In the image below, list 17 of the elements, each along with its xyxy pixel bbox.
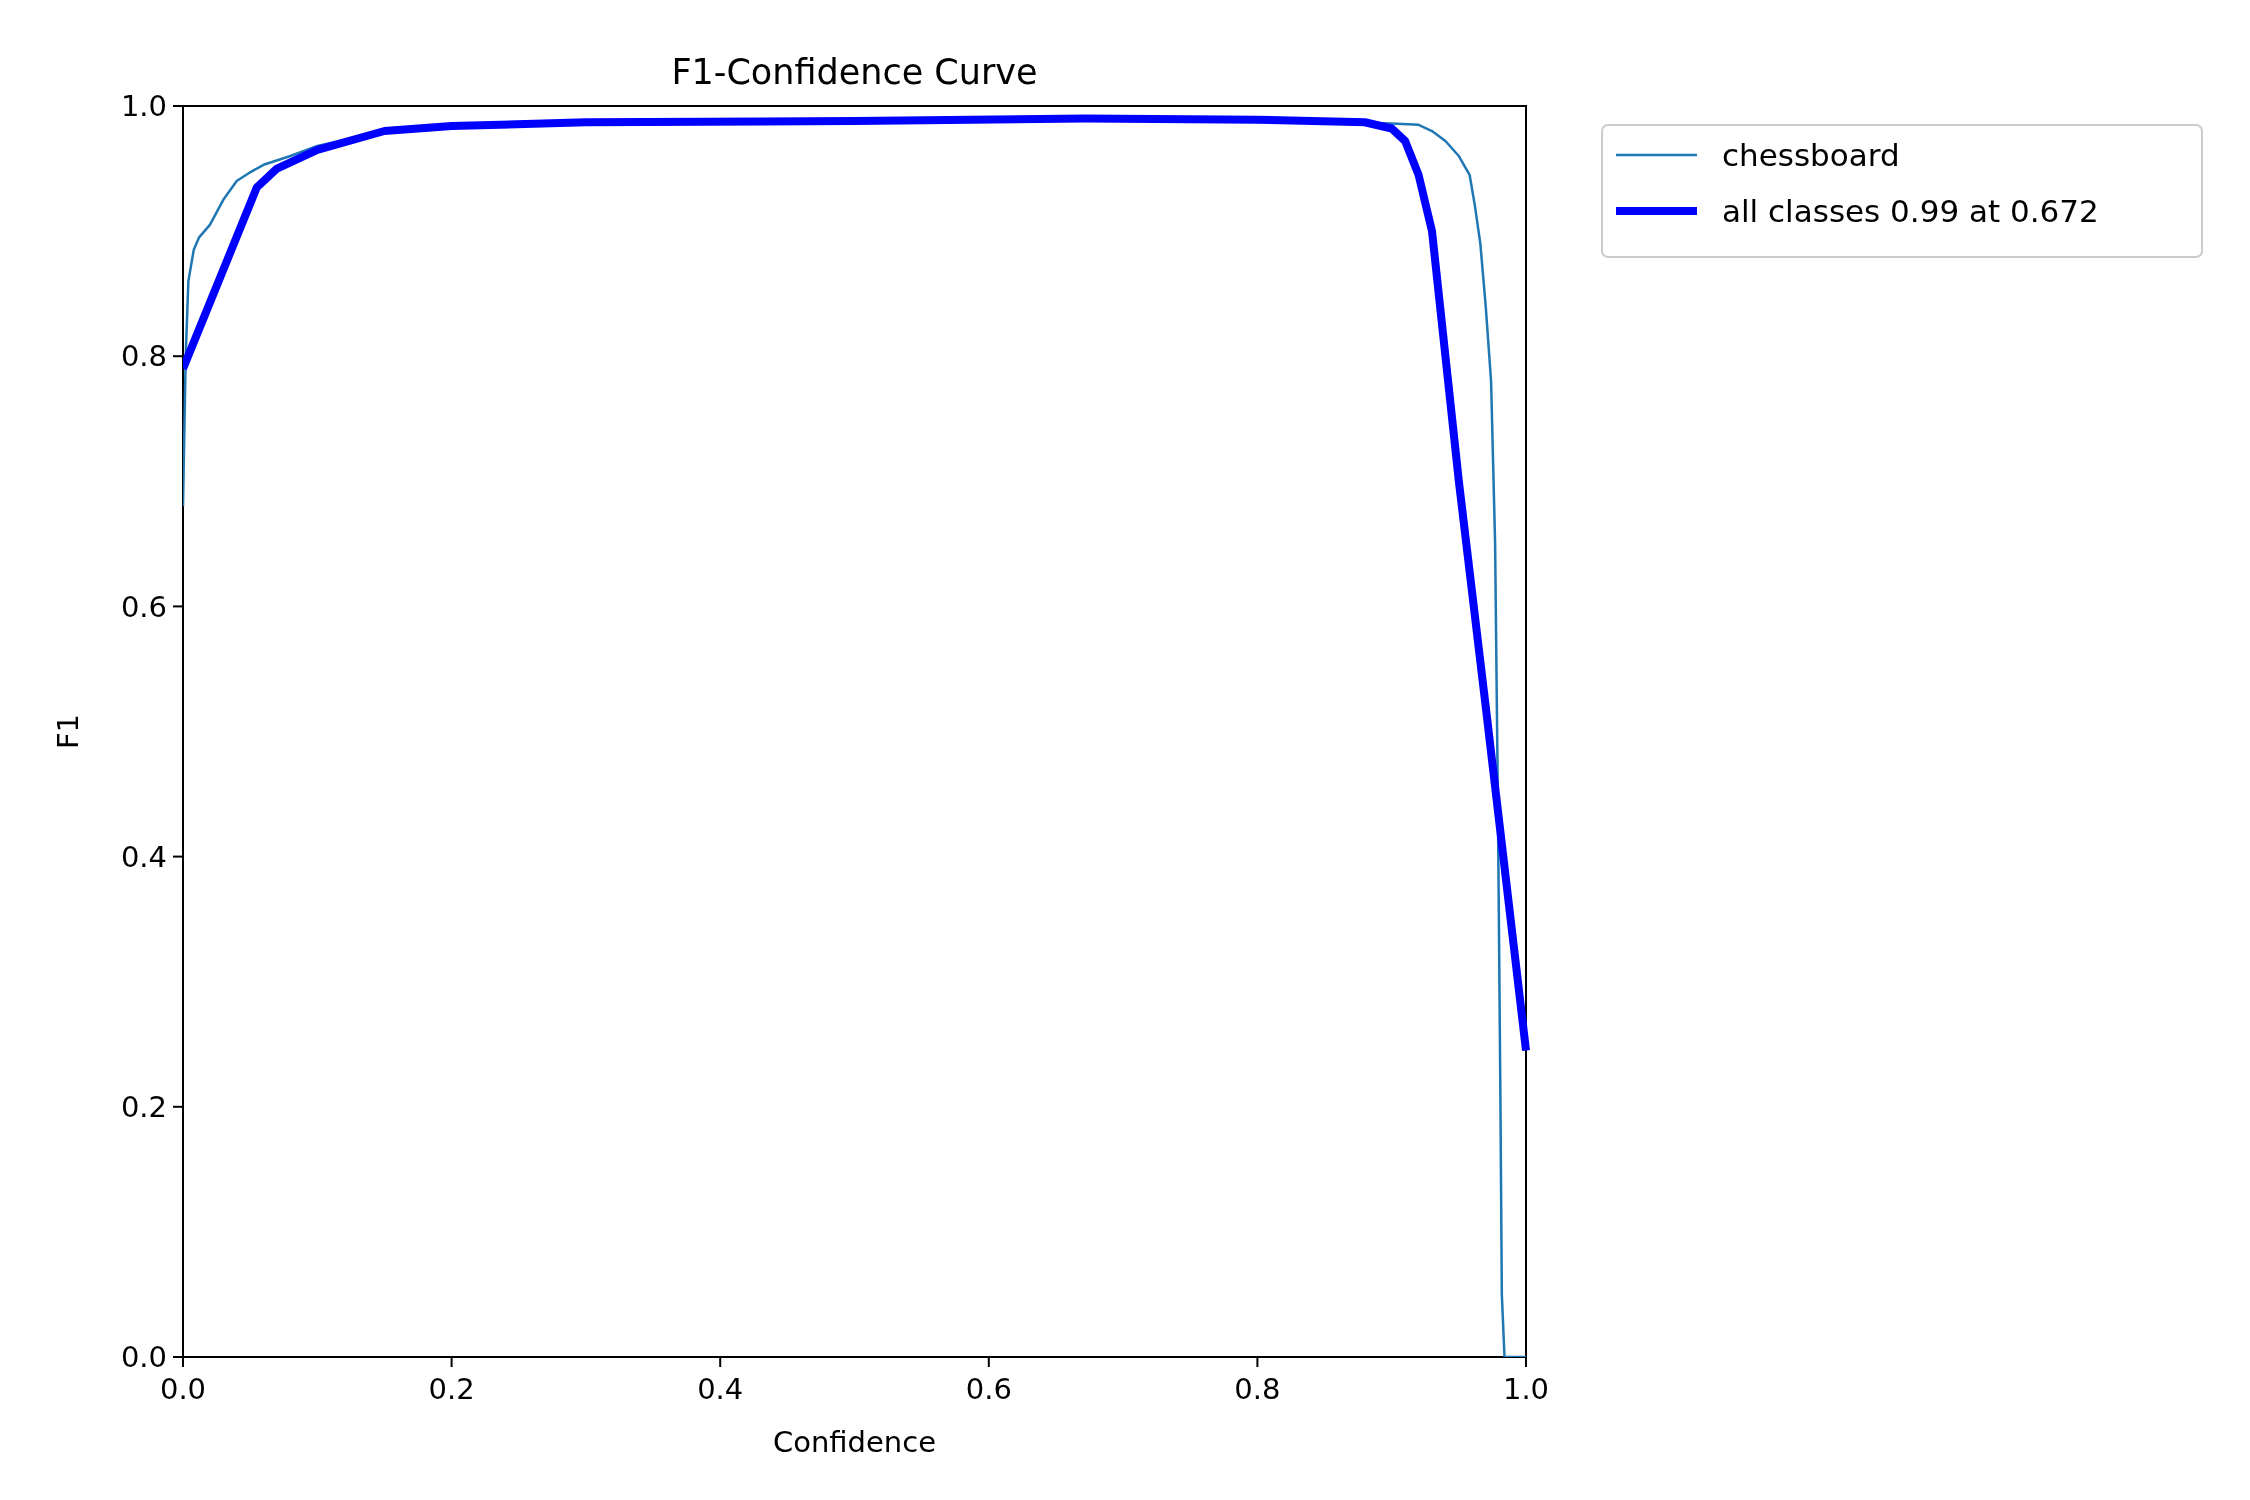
y-tick-label: 0.4 bbox=[120, 839, 167, 874]
x-axis-title: Confidence bbox=[772, 1425, 937, 1459]
y-tick-label: 0.2 bbox=[120, 1089, 167, 1124]
chart-title: F1-Confidence Curve bbox=[671, 52, 1038, 92]
x-tick-label: 0.2 bbox=[428, 1372, 475, 1406]
x-tick-label: 0.0 bbox=[159, 1372, 207, 1406]
x-tick-label: 0.4 bbox=[697, 1372, 744, 1406]
x-tick-label: 0.6 bbox=[965, 1372, 1012, 1406]
legend-label: chessboard bbox=[1722, 136, 1900, 173]
x-tick-label: 1.0 bbox=[1502, 1372, 1550, 1406]
y-tick-label: 0.6 bbox=[120, 589, 167, 624]
legend-label: all classes 0.99 at 0.672 bbox=[1722, 192, 2099, 229]
y-axis-title: F1 bbox=[51, 713, 85, 750]
x-tick-label: 0.8 bbox=[1234, 1372, 1281, 1406]
y-tick-label: 1.0 bbox=[120, 89, 167, 124]
y-tick-label: 0.0 bbox=[120, 1340, 167, 1375]
y-tick-label: 0.8 bbox=[120, 339, 167, 374]
